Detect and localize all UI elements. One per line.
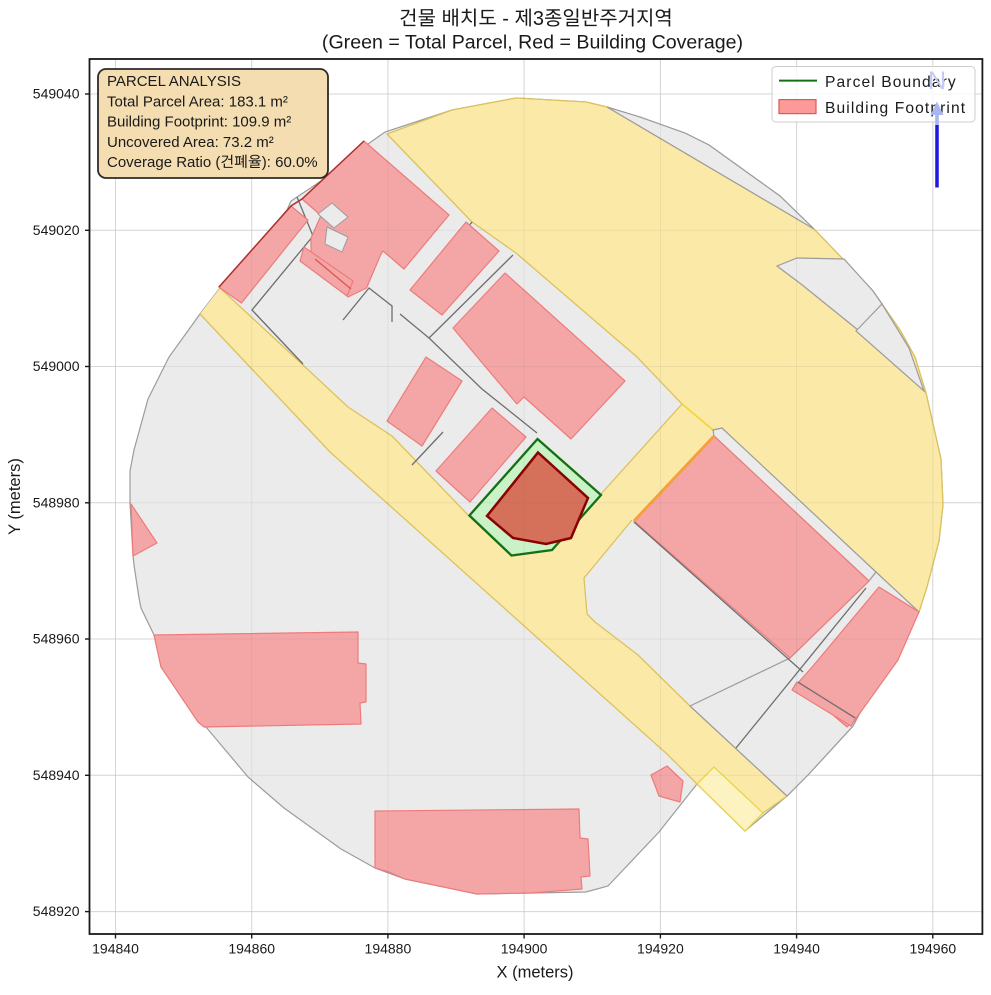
svg-text:194940: 194940 (773, 939, 820, 959)
svg-text:건물 배치도 - 제3종일반주거지역: 건물 배치도 - 제3종일반주거지역 (399, 2, 673, 31)
svg-text:Building Footprint: Building Footprint (825, 96, 966, 118)
svg-text:194860: 194860 (228, 939, 275, 959)
svg-text:549020: 549020 (33, 220, 80, 240)
svg-text:548920: 548920 (33, 901, 80, 921)
svg-text:549000: 549000 (33, 356, 80, 376)
svg-text:Building Footprint: 109.9 m²: Building Footprint: 109.9 m² (107, 111, 291, 132)
svg-text:Uncovered Area: 73.2 m²: Uncovered Area: 73.2 m² (107, 131, 274, 152)
svg-text:N: N (928, 61, 946, 97)
svg-text:194840: 194840 (92, 939, 139, 959)
svg-text:PARCEL ANALYSIS: PARCEL ANALYSIS (107, 70, 241, 91)
svg-text:194960: 194960 (909, 939, 956, 959)
svg-text:548960: 548960 (33, 629, 80, 649)
svg-text:194880: 194880 (365, 939, 412, 959)
svg-text:X (meters): X (meters) (496, 959, 573, 983)
svg-text:Parcel Boundary: Parcel Boundary (825, 70, 957, 92)
svg-text:549040: 549040 (33, 84, 80, 104)
svg-text:Total Parcel Area: 183.1 m²: Total Parcel Area: 183.1 m² (107, 90, 288, 111)
svg-text:Coverage Ratio (건폐율): 60.0%: Coverage Ratio (건폐율): 60.0% (107, 151, 318, 172)
svg-text:548980: 548980 (33, 492, 80, 512)
svg-text:194920: 194920 (637, 939, 684, 959)
svg-text:(Green = Total Parcel, Red = B: (Green = Total Parcel, Red = Building Co… (322, 26, 743, 55)
svg-text:194900: 194900 (501, 939, 548, 959)
svg-text:Y (meters): Y (meters) (1, 458, 25, 535)
svg-text:548940: 548940 (33, 765, 80, 785)
